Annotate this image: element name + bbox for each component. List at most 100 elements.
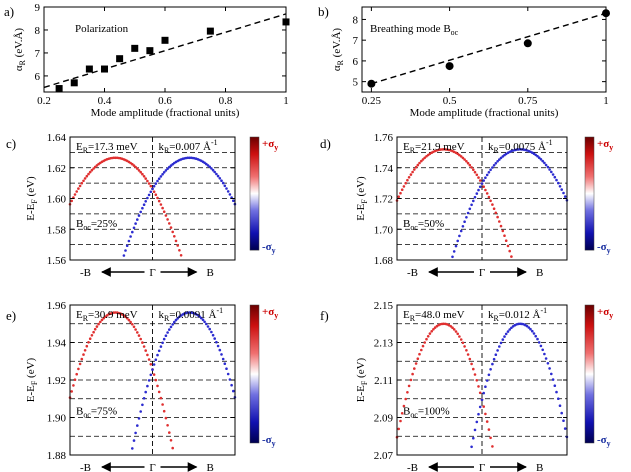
panel-label: b) xyxy=(318,4,329,19)
band-point xyxy=(477,188,480,192)
band-point xyxy=(173,320,176,324)
colorbar xyxy=(584,136,595,251)
x-tick-label: 0.4 xyxy=(98,95,112,107)
panel-label: e) xyxy=(6,308,16,323)
band-point xyxy=(208,165,211,169)
band-point xyxy=(171,446,174,450)
rashba-energy-label: ER=17.3 meV xyxy=(76,141,138,155)
x-tick-label: 0.5 xyxy=(443,95,457,107)
band-point xyxy=(534,153,537,157)
band-point xyxy=(563,195,567,198)
band-point xyxy=(472,367,475,371)
y-tick-label: 7 xyxy=(35,48,41,60)
data-point xyxy=(161,36,169,44)
band-point xyxy=(142,203,146,206)
band-point xyxy=(136,424,139,427)
band-point xyxy=(139,210,142,214)
band-point xyxy=(463,158,466,161)
band-point xyxy=(496,349,499,352)
data-point xyxy=(85,65,93,73)
band-point xyxy=(221,181,225,185)
band-point xyxy=(161,206,164,210)
band-point xyxy=(162,409,166,413)
band-point xyxy=(137,169,141,172)
band-point xyxy=(416,163,420,167)
band-point xyxy=(411,170,414,174)
band-point xyxy=(541,159,544,163)
y-tick-label: 2.11 xyxy=(374,375,393,387)
band-point xyxy=(168,165,171,169)
band-point xyxy=(129,320,132,324)
band-point xyxy=(82,179,85,183)
band-point xyxy=(152,373,156,376)
band-point xyxy=(406,178,409,182)
band-point xyxy=(139,337,142,341)
band-point xyxy=(475,173,479,177)
band-point xyxy=(484,385,487,389)
band-point xyxy=(503,234,506,237)
band-spin-down xyxy=(451,148,569,259)
band-point xyxy=(169,439,173,442)
band-point xyxy=(485,420,489,423)
data-point xyxy=(282,18,290,26)
band-point xyxy=(400,412,404,415)
band-point xyxy=(144,349,147,352)
band-point xyxy=(470,166,473,169)
data-point xyxy=(146,47,154,55)
band-point xyxy=(459,229,463,233)
band-point xyxy=(82,353,85,356)
band-point xyxy=(468,357,472,361)
band-point xyxy=(558,404,562,408)
band-point xyxy=(496,215,499,219)
band-point xyxy=(198,315,201,318)
band-point xyxy=(492,357,496,361)
band-point xyxy=(136,218,139,221)
rashba-energy-label: ER=21.9 meV xyxy=(403,141,465,155)
band-point xyxy=(423,341,427,344)
y-tick-label: 1.68 xyxy=(374,255,394,267)
colorbar-top-label: +σy xyxy=(597,138,613,152)
panel-label: d) xyxy=(320,136,331,151)
y-tick-label: 5 xyxy=(353,77,359,89)
band-point xyxy=(134,222,137,225)
x-tick-label: 0.75 xyxy=(518,95,538,107)
panel-b: b) Breathing mode Boc 0.25 0.5 0.75 1 5 6 7 8 Mode… xyxy=(318,4,610,119)
band-point xyxy=(485,379,489,382)
band-point xyxy=(454,330,458,333)
band-point xyxy=(88,170,92,174)
band-point xyxy=(99,320,102,324)
band-point xyxy=(223,184,227,188)
gamma-label: Γ xyxy=(149,267,155,279)
band-point xyxy=(555,390,558,394)
band-point xyxy=(551,173,555,176)
band-point xyxy=(484,188,487,192)
band-point xyxy=(95,325,99,328)
band-point xyxy=(557,181,560,185)
band-point xyxy=(210,167,213,170)
band-point xyxy=(550,372,553,376)
band-point xyxy=(213,337,216,340)
band-point xyxy=(414,362,418,365)
band-point xyxy=(407,384,411,388)
band-point xyxy=(482,185,486,188)
band-point xyxy=(399,419,402,423)
band-point xyxy=(508,249,512,253)
band-point xyxy=(134,165,137,169)
band-point xyxy=(147,358,151,361)
band-point xyxy=(137,334,141,337)
band-point xyxy=(562,191,565,195)
data-point xyxy=(206,27,214,35)
band-point xyxy=(154,193,158,196)
y-tick-label: 1.70 xyxy=(374,224,394,236)
band-point xyxy=(137,214,141,217)
band-point xyxy=(83,177,87,180)
band-point xyxy=(506,244,510,248)
band-point xyxy=(487,373,491,377)
band-point xyxy=(93,165,97,169)
band-point xyxy=(151,187,154,191)
panel-c: c) 1.56 1.58 1.60 1.62 1.64 E-EF (eV) ER=17.3 m… xyxy=(6,132,278,279)
band-point xyxy=(125,244,129,247)
band-point xyxy=(92,167,95,170)
y-axis-label: E-EF (eV) xyxy=(25,357,39,402)
band-point xyxy=(508,328,512,331)
